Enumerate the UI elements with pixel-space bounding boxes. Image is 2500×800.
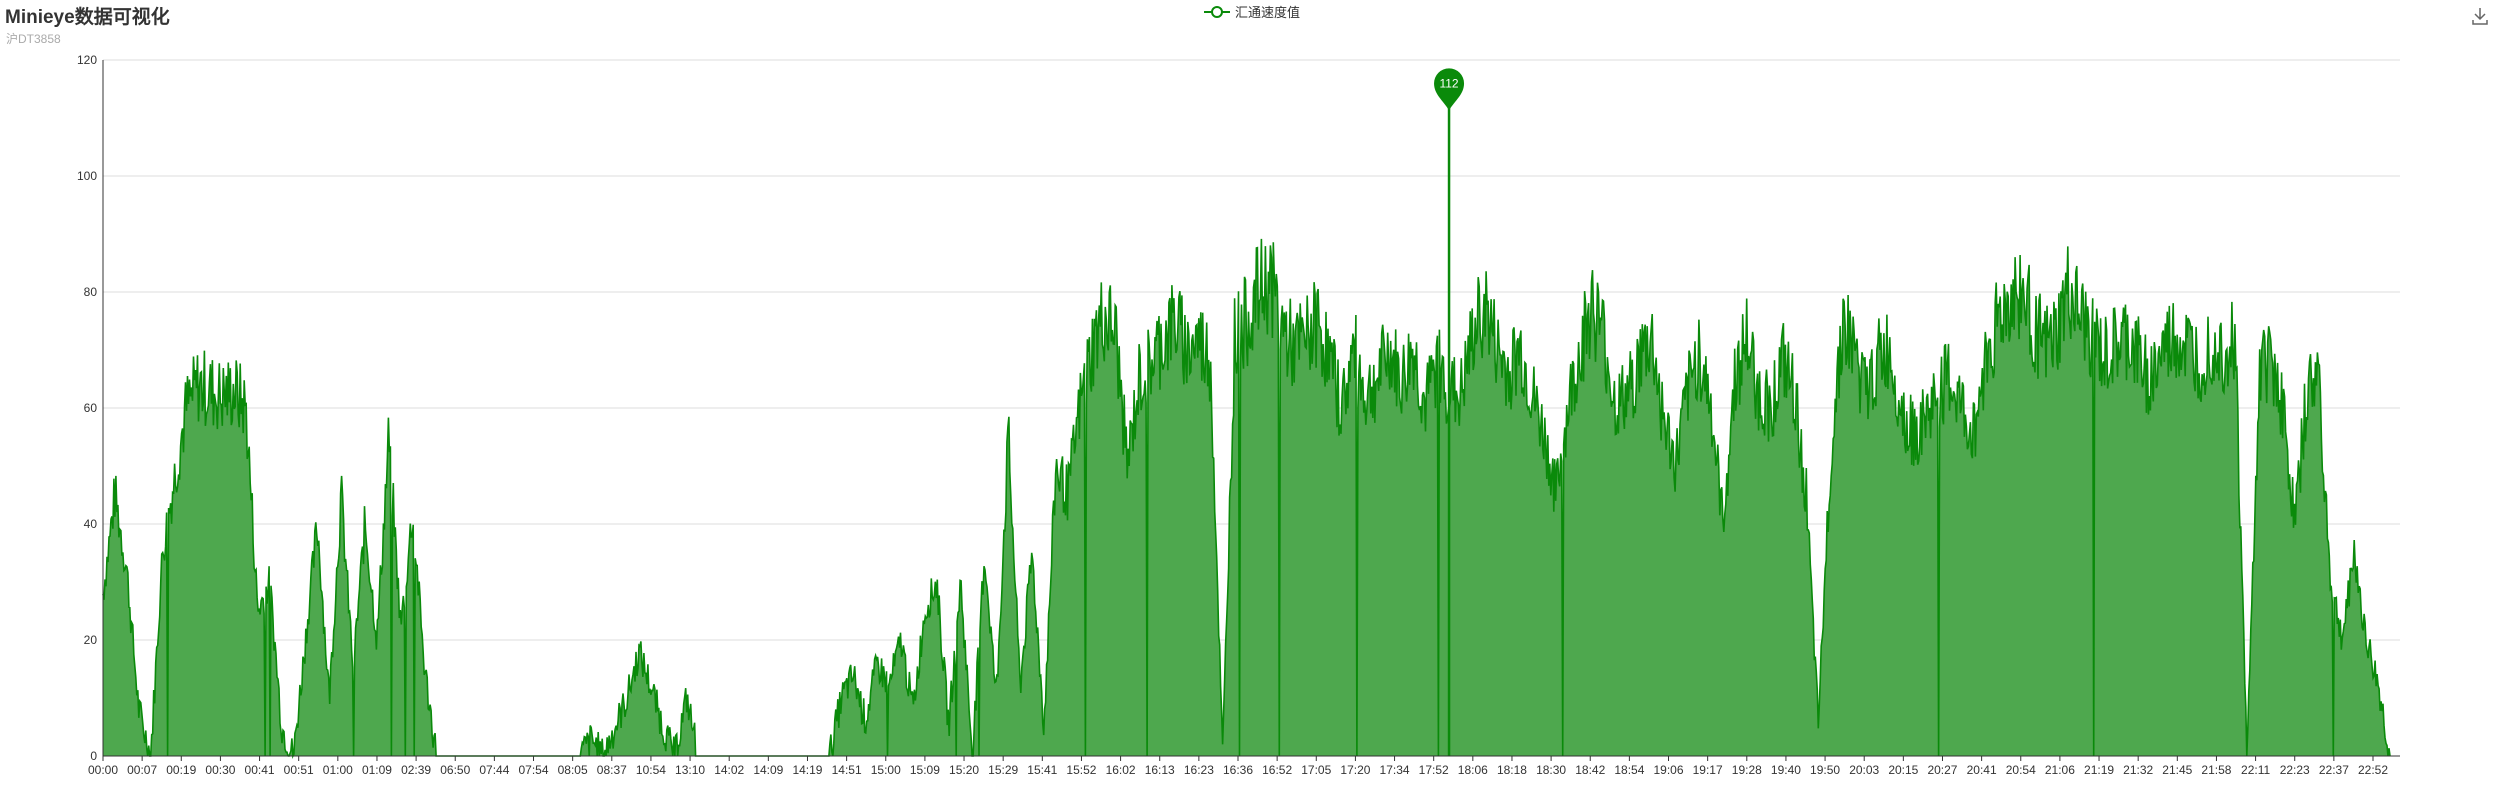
x-tick-label: 17:52 <box>1419 763 1449 777</box>
x-tick-label: 00:00 <box>88 763 118 777</box>
x-tick-label: 21:32 <box>2123 763 2153 777</box>
x-tick-label: 08:05 <box>558 763 588 777</box>
x-tick-label: 15:29 <box>988 763 1018 777</box>
y-tick-label: 60 <box>84 401 98 415</box>
x-tick-label: 16:02 <box>1106 763 1136 777</box>
x-tick-label: 13:10 <box>675 763 705 777</box>
x-tick-label: 22:23 <box>2280 763 2310 777</box>
x-tick-label: 08:37 <box>597 763 627 777</box>
x-tick-label: 15:00 <box>871 763 901 777</box>
x-tick-label: 10:54 <box>636 763 666 777</box>
x-tick-label: 19:50 <box>1810 763 1840 777</box>
x-tick-label: 14:51 <box>832 763 862 777</box>
x-tick-label: 15:20 <box>949 763 979 777</box>
x-tick-label: 17:20 <box>1340 763 1370 777</box>
x-tick-label: 19:40 <box>1771 763 1801 777</box>
legend-line-circle-icon <box>1204 5 1230 18</box>
x-tick-label: 00:41 <box>245 763 275 777</box>
x-tick-label: 19:28 <box>1732 763 1762 777</box>
x-tick-label: 16:23 <box>1184 763 1214 777</box>
x-tick-label: 15:41 <box>1027 763 1057 777</box>
x-tick-label: 21:06 <box>2045 763 2075 777</box>
x-tick-label: 06:50 <box>440 763 470 777</box>
y-tick-label: 80 <box>84 285 98 299</box>
x-tick-label: 20:27 <box>1927 763 1957 777</box>
x-tick-label: 02:39 <box>401 763 431 777</box>
x-tick-label: 18:54 <box>1614 763 1644 777</box>
legend-label: 汇通速度值 <box>1235 5 1301 20</box>
y-tick-label: 40 <box>84 517 98 531</box>
chart-title: Minieye数据可视化 <box>5 7 170 28</box>
x-tick-label: 01:09 <box>362 763 392 777</box>
x-tick-label: 15:52 <box>1066 763 1096 777</box>
x-tick-label: 14:02 <box>714 763 744 777</box>
x-tick-label: 16:13 <box>1145 763 1175 777</box>
chart-subtitle: 沪DT3858 <box>6 32 61 46</box>
max-mark-label: 112 <box>1439 76 1458 90</box>
download-icon[interactable] <box>2470 6 2490 26</box>
x-tick-label: 16:36 <box>1223 763 1253 777</box>
x-tick-label: 21:45 <box>2162 763 2192 777</box>
x-tick-label: 17:34 <box>1380 763 1410 777</box>
legend-item-speed[interactable]: 汇通速度值 <box>1204 2 1300 21</box>
x-tick-label: 19:17 <box>1693 763 1723 777</box>
y-tick-label: 100 <box>77 169 97 183</box>
x-tick-label: 17:05 <box>1301 763 1331 777</box>
x-tick-label: 19:06 <box>1654 763 1684 777</box>
y-tick-label: 120 <box>77 53 97 67</box>
x-tick-label: 18:42 <box>1575 763 1605 777</box>
series-area <box>103 238 2390 756</box>
x-tick-label: 21:19 <box>2084 763 2114 777</box>
y-tick-label: 0 <box>90 749 97 763</box>
x-tick-label: 00:30 <box>205 763 235 777</box>
y-tick-label: 20 <box>84 633 98 647</box>
x-tick-label: 21:58 <box>2201 763 2231 777</box>
x-tick-label: 00:07 <box>127 763 157 777</box>
x-tick-label: 15:09 <box>910 763 940 777</box>
x-tick-label: 20:54 <box>2006 763 2036 777</box>
x-tick-label: 18:06 <box>1458 763 1488 777</box>
max-mark-pin <box>1434 68 1465 111</box>
x-tick-label: 14:09 <box>753 763 783 777</box>
x-tick-label: 16:52 <box>1262 763 1292 777</box>
x-tick-label: 18:18 <box>1497 763 1527 777</box>
x-tick-label: 20:41 <box>1967 763 1997 777</box>
x-tick-label: 00:51 <box>284 763 314 777</box>
x-tick-label: 20:03 <box>1849 763 1879 777</box>
x-tick-label: 07:54 <box>519 763 549 777</box>
x-tick-label: 22:37 <box>2319 763 2349 777</box>
x-tick-label: 22:52 <box>2358 763 2388 777</box>
x-tick-label: 14:19 <box>792 763 822 777</box>
x-tick-label: 22:11 <box>2241 763 2270 777</box>
x-tick-label: 07:44 <box>479 763 509 777</box>
x-tick-label: 20:15 <box>1888 763 1918 777</box>
x-tick-label: 01:00 <box>323 763 353 777</box>
x-tick-label: 18:30 <box>1536 763 1566 777</box>
x-tick-label: 00:19 <box>166 763 196 777</box>
